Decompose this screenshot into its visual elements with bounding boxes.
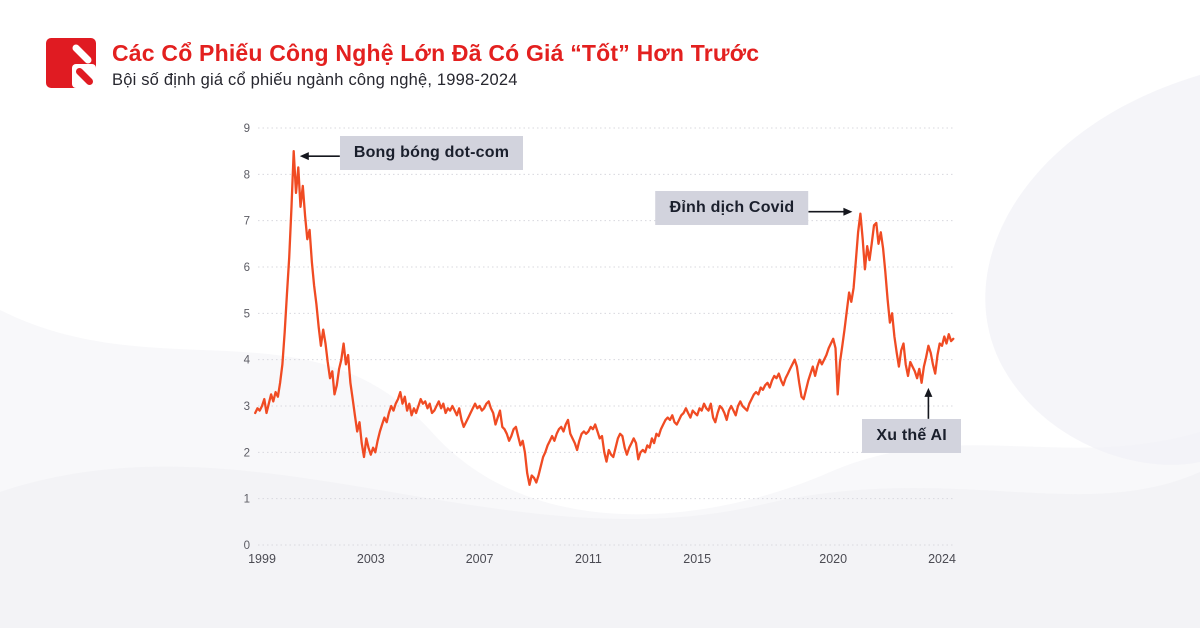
annotation-covid-peak: Đỉnh dịch Covid bbox=[655, 190, 809, 225]
x-tick-label: 2011 bbox=[575, 552, 602, 566]
x-axis-tick-labels: 1999 2003 2007 2011 2015 2020 2024 bbox=[248, 552, 956, 566]
annotation-arrows bbox=[299, 152, 933, 419]
background-wave-shape bbox=[0, 466, 1200, 628]
y-tick-label: 3 bbox=[244, 401, 250, 413]
y-tick-label: 4 bbox=[244, 355, 251, 367]
arrow-head-up bbox=[924, 387, 933, 397]
x-tick-label: 2007 bbox=[466, 552, 494, 566]
y-tick-label: 1 bbox=[244, 494, 250, 506]
header: Các Cổ Phiếu Công Nghệ Lớn Đã Có Giá “Tố… bbox=[46, 38, 759, 90]
gridlines bbox=[258, 127, 955, 546]
background-wave-shape bbox=[985, 75, 1200, 465]
brand-logo-icon bbox=[46, 38, 96, 88]
arrow-head-left bbox=[299, 152, 309, 161]
y-tick-label: 2 bbox=[244, 447, 250, 459]
y-tick-label: 7 bbox=[244, 216, 250, 228]
valuation-series-line bbox=[254, 150, 955, 486]
x-tick-label: 2024 bbox=[928, 552, 956, 566]
y-tick-label: 9 bbox=[244, 123, 250, 135]
y-tick-label: 0 bbox=[244, 540, 250, 552]
x-tick-label: 2020 bbox=[819, 552, 847, 566]
x-tick-label: 2015 bbox=[683, 552, 711, 566]
annotation-dotcom-bubble: Bong bóng dot-com bbox=[339, 136, 524, 171]
y-axis-tick-labels: 0 1 2 3 4 5 6 7 8 9 bbox=[244, 123, 251, 552]
chart-subtitle: Bội số định giá cổ phiếu ngành công nghệ… bbox=[112, 71, 518, 90]
y-tick-label: 8 bbox=[244, 169, 250, 181]
annotation-ai-trend: Xu thế AI bbox=[862, 418, 961, 453]
arrow-head-right bbox=[843, 207, 853, 216]
header-text: Các Cổ Phiếu Công Nghệ Lớn Đã Có Giá “Tố… bbox=[112, 38, 759, 90]
y-tick-label: 5 bbox=[244, 308, 250, 320]
x-tick-label: 2003 bbox=[357, 552, 385, 566]
chart-title: Các Cổ Phiếu Công Nghệ Lớn Đã Có Giá “Tố… bbox=[112, 40, 760, 66]
y-tick-label: 6 bbox=[244, 262, 250, 274]
background-wave-shape bbox=[0, 310, 1200, 628]
x-tick-label: 1999 bbox=[248, 552, 276, 566]
